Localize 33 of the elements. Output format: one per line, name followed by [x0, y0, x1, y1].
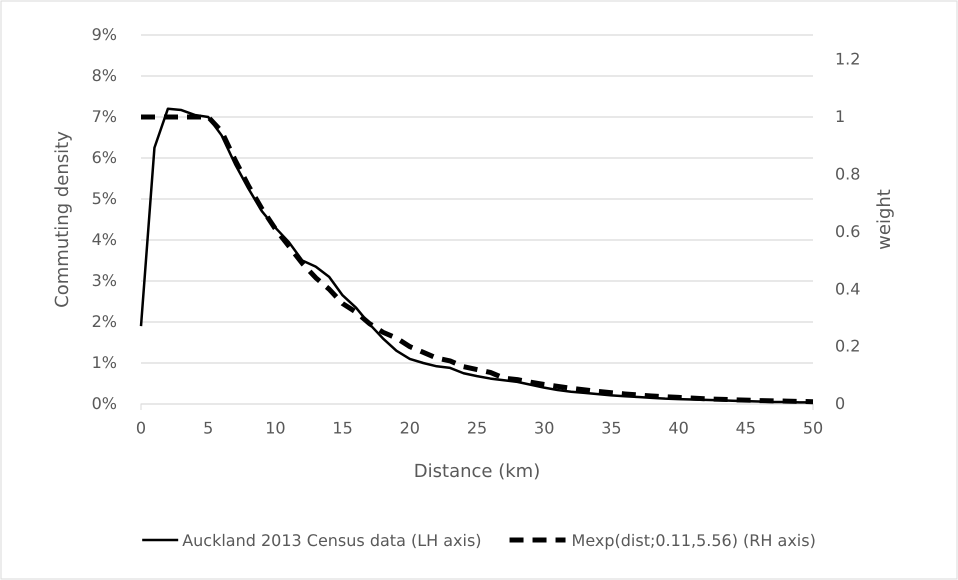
y2-tick-label: 0.6: [835, 222, 860, 241]
x-tick-label: 15: [332, 418, 353, 438]
y-tick-label: 9%: [92, 25, 117, 44]
y-tick-label: 7%: [92, 107, 117, 126]
y2-tick-label: 0: [835, 394, 846, 414]
x-tick-label: 20: [400, 418, 420, 438]
x-axis-title: Distance (km): [414, 461, 540, 482]
y-tick-label: 2%: [92, 312, 117, 332]
y-tick-label: 3%: [92, 271, 117, 290]
y2-tick-label: 1: [835, 107, 846, 126]
y2-tick-label: 0.2: [835, 336, 860, 356]
y-tick-label: 1%: [92, 353, 117, 372]
y2-axis-title: weight: [874, 189, 895, 250]
x-tick-label: 10: [265, 418, 286, 438]
y-tick-label: 5%: [92, 189, 117, 208]
legend-label: Auckland 2013 Census data (LH axis): [182, 531, 482, 550]
x-tick-label: 35: [601, 418, 622, 438]
y2-tick-label: 1.2: [835, 50, 860, 69]
y-tick-label: 8%: [92, 66, 117, 86]
x-tick-label: 5: [203, 418, 214, 438]
x-tick-label: 45: [736, 418, 756, 438]
x-tick-label: 30: [534, 418, 554, 438]
y2-tick-label: 0.8: [835, 164, 860, 184]
x-tick-label: 25: [466, 418, 488, 438]
y-tick-label: 6%: [92, 148, 117, 168]
y-tick-label: 4%: [92, 230, 117, 250]
y2-tick-label: 0.4: [835, 279, 860, 298]
x-tick-label: 0: [136, 418, 146, 438]
x-tick-label: 50: [802, 418, 824, 438]
legend-label: Mexp(dist;0.11,5.56) (RH axis): [572, 531, 816, 550]
y-tick-label: 0%: [92, 394, 117, 414]
y-axis-title: Commuting density: [52, 130, 73, 308]
x-tick-label: 40: [668, 418, 689, 438]
